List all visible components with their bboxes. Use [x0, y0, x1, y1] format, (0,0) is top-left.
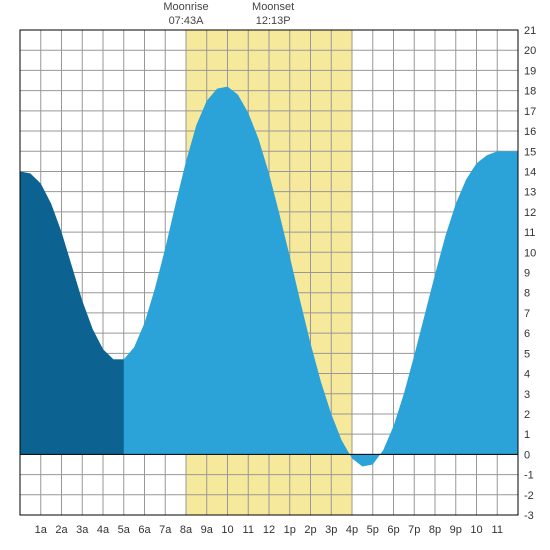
svg-text:1p: 1p: [284, 524, 296, 536]
svg-text:11: 11: [524, 227, 535, 239]
svg-text:6: 6: [524, 328, 530, 340]
moonset-label: Moonset: [243, 0, 303, 14]
svg-text:6a: 6a: [138, 524, 151, 536]
chart-svg: -3-2-10123456789101112131415161718192021…: [0, 0, 550, 550]
svg-text:18: 18: [524, 86, 536, 98]
moonrise-annotation: Moonrise 07:43A: [156, 0, 216, 29]
svg-text:7: 7: [524, 308, 530, 320]
svg-text:16: 16: [524, 126, 536, 138]
svg-text:1: 1: [524, 429, 530, 441]
svg-text:4a: 4a: [97, 524, 110, 536]
svg-text:5: 5: [524, 348, 530, 360]
svg-text:-2: -2: [524, 490, 534, 502]
svg-text:8a: 8a: [180, 524, 193, 536]
svg-text:12: 12: [524, 207, 536, 219]
svg-text:-1: -1: [524, 470, 534, 482]
svg-text:10: 10: [470, 524, 482, 536]
moonrise-label: Moonrise: [156, 0, 216, 14]
svg-text:4p: 4p: [346, 524, 358, 536]
svg-text:3a: 3a: [76, 524, 89, 536]
moonset-annotation: Moonset 12:13P: [243, 0, 303, 29]
svg-text:5p: 5p: [367, 524, 379, 536]
moonrise-time: 07:43A: [156, 14, 216, 28]
svg-text:3p: 3p: [325, 524, 337, 536]
svg-text:9p: 9p: [450, 524, 462, 536]
svg-text:11: 11: [492, 524, 503, 536]
svg-text:0: 0: [524, 449, 530, 461]
svg-text:8p: 8p: [429, 524, 441, 536]
moonset-time: 12:13P: [243, 14, 303, 28]
svg-text:1a: 1a: [35, 524, 48, 536]
svg-text:2: 2: [524, 409, 530, 421]
svg-text:10: 10: [221, 524, 233, 536]
svg-text:-3: -3: [524, 510, 534, 522]
svg-text:15: 15: [524, 146, 536, 158]
svg-text:21: 21: [524, 25, 536, 37]
svg-text:2a: 2a: [55, 524, 68, 536]
tide-chart: -3-2-10123456789101112131415161718192021…: [0, 0, 550, 550]
svg-text:3: 3: [524, 389, 530, 401]
svg-text:14: 14: [524, 166, 536, 178]
svg-text:9: 9: [524, 268, 530, 280]
svg-text:11: 11: [243, 524, 254, 536]
svg-text:4: 4: [524, 369, 530, 381]
svg-text:9a: 9a: [201, 524, 214, 536]
svg-text:17: 17: [524, 106, 536, 118]
svg-text:8: 8: [524, 288, 530, 300]
svg-text:10: 10: [524, 247, 536, 259]
svg-text:13: 13: [524, 187, 536, 199]
svg-text:7a: 7a: [159, 524, 172, 536]
svg-text:12: 12: [263, 524, 275, 536]
svg-text:7p: 7p: [408, 524, 420, 536]
svg-text:5a: 5a: [118, 524, 131, 536]
svg-text:19: 19: [524, 65, 536, 77]
svg-text:2p: 2p: [304, 524, 316, 536]
svg-text:6p: 6p: [387, 524, 399, 536]
svg-text:20: 20: [524, 45, 536, 57]
